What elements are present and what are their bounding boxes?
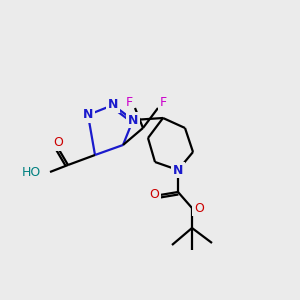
Text: HO: HO [22,166,41,178]
Text: N: N [128,113,138,127]
Text: F: F [125,97,133,110]
Text: N: N [173,164,183,176]
Text: O: O [149,188,159,202]
Text: N: N [83,109,93,122]
Text: O: O [194,202,204,214]
Text: F: F [159,97,167,110]
Text: N: N [108,98,118,112]
Text: O: O [53,136,63,149]
